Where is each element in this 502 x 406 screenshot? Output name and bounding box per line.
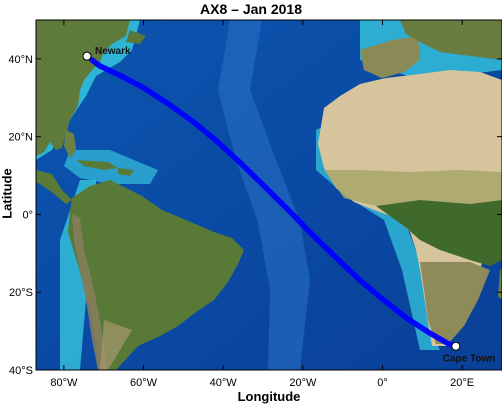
longitude-tick-label: 80°W [50, 377, 78, 389]
latitude-tick-label: 0° [22, 209, 33, 221]
mid-atlantic-ridge [218, 20, 310, 370]
map-title: AX8 – Jan 2018 [200, 1, 302, 17]
europe-land [400, 20, 502, 60]
cuba-land [76, 160, 118, 170]
latitude-tick-label: 40°S [9, 365, 33, 377]
sahel-band [324, 170, 502, 206]
patagonia-land [100, 320, 132, 370]
iberia-land [360, 36, 420, 78]
longitude-tick-label: 20°W [289, 377, 317, 389]
nova-scotia-land [126, 30, 146, 44]
south-america-land [68, 180, 244, 370]
map-frame [35, 19, 502, 371]
latitude-tick-label: 20°N [8, 132, 33, 144]
port-label: Newark [95, 46, 131, 57]
florida-land [64, 130, 76, 158]
southern-africa-land [420, 262, 490, 344]
map-area [36, 20, 502, 370]
latitude-tick-label: 40°N [8, 54, 33, 66]
latitude-tick-label: 20°S [9, 287, 33, 299]
y-axis-label: Latitude [0, 168, 15, 219]
port-marker [82, 51, 92, 61]
andes-land [72, 214, 108, 370]
longitude-tick-label: 0° [377, 377, 388, 389]
north-america-land [36, 20, 130, 156]
central-africa-forest [376, 200, 502, 266]
longitude-tick-label: 40°W [210, 377, 238, 389]
latitude-ticks: 40°N 20°N 0° 20°S 40°S [8, 54, 502, 377]
longitude-tick-label: 60°W [130, 377, 158, 389]
longitude-ticks: 80°W 60°W 40°W 20°W 0° 20°E [50, 20, 474, 389]
port-markers: Newark Cape Town [82, 46, 496, 364]
port-marker [451, 341, 461, 351]
central-america-land [36, 170, 72, 204]
port-label: Cape Town [443, 353, 496, 364]
longitude-tick-label: 20°E [450, 377, 474, 389]
hispaniola-land [118, 168, 134, 176]
ship-track-line [89, 56, 459, 350]
x-axis-label: Longitude [237, 389, 301, 404]
